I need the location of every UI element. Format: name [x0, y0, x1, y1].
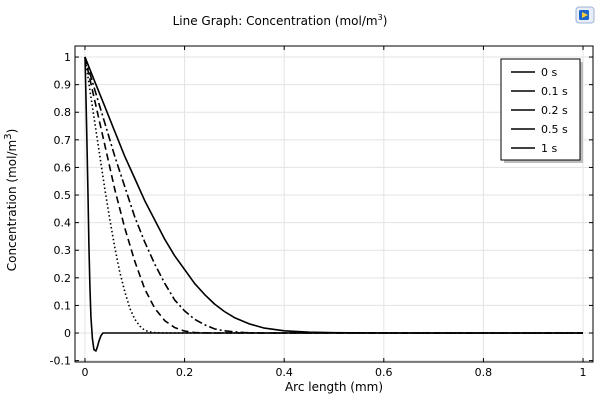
chart-title-superscript: 3 [377, 13, 383, 22]
chart-title: Line Graph: Concentration (mol/m3) [0, 13, 560, 29]
y-tick-label-7: 0.6 [54, 161, 72, 174]
y-tick-label-2: 0.1 [54, 299, 72, 312]
x-tick-label-0: 0 [81, 366, 88, 379]
x-tick-label-4: 0.8 [475, 366, 493, 379]
series-line-0-5-s [84, 56, 583, 334]
y-tick-label-0: -0.1 [50, 355, 71, 368]
x-tick-label-2: 0.4 [275, 366, 293, 379]
legend-label-1: 0.1 s [541, 85, 568, 98]
y-tick-label-3: 0.2 [54, 272, 72, 285]
y-tick-label-11: 1 [64, 51, 71, 64]
y-tick-label-6: 0.5 [54, 189, 72, 202]
y-tick-label-1: 0 [64, 327, 71, 340]
y-tick-label-4: 0.3 [54, 244, 72, 257]
series-line-0-1-s [84, 56, 583, 334]
y-axis-label-superscript: 3 [3, 133, 14, 140]
y-axis-label: Concentration (mol/m3) [3, 128, 19, 272]
y-tick-label-9: 0.8 [54, 106, 72, 119]
y-tick-label-5: 0.4 [54, 217, 72, 230]
series-line-1-s [84, 56, 583, 334]
x-tick-label-5: 1 [580, 366, 587, 379]
y-tick-label-10: 0.9 [54, 79, 72, 92]
app-logo-icon[interactable] [575, 5, 595, 25]
legend-label-3: 0.5 s [541, 123, 568, 136]
chart-title-end: ) [382, 14, 388, 28]
chart-title-text: Line Graph: Concentration (mol/m [172, 14, 378, 28]
legend-label-0: 0 s [541, 66, 557, 79]
plot-frame [74, 45, 594, 363]
y-axis-label-end: ) [5, 128, 19, 134]
legend-label-4: 1 s [541, 142, 557, 155]
y-tick-label-8: 0.7 [54, 134, 72, 147]
x-tick-label-1: 0.2 [176, 366, 194, 379]
y-axis-label-text: Concentration (mol/m [5, 139, 19, 272]
legend-label-2: 0.2 s [541, 104, 568, 117]
x-tick-label-3: 0.6 [375, 366, 393, 379]
x-axis-label: Arc length (mm) [284, 380, 384, 394]
